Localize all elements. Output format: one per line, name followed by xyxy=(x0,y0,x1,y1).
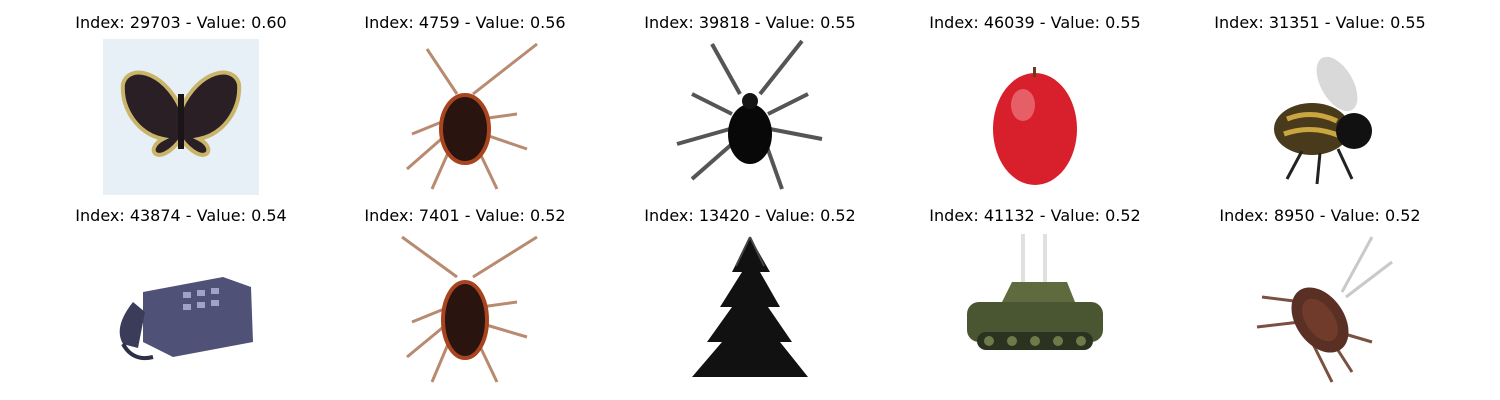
panel-title: Index: 4759 - Value: 0.56 xyxy=(364,13,566,32)
cockroach-image xyxy=(387,39,543,195)
panel-title: Index: 39818 - Value: 0.55 xyxy=(644,13,856,32)
tree-image xyxy=(672,232,828,388)
cockroach-image xyxy=(1242,232,1398,388)
apple-image xyxy=(957,39,1113,195)
butterfly-image xyxy=(103,39,259,195)
beetle-image xyxy=(672,39,828,195)
panel-title: Index: 46039 - Value: 0.55 xyxy=(929,13,1141,32)
panel-title: Index: 13420 - Value: 0.52 xyxy=(644,206,856,225)
telephone-image xyxy=(103,232,259,388)
panel-title: Index: 31351 - Value: 0.55 xyxy=(1214,13,1426,32)
cockroach-image xyxy=(387,232,543,388)
panel-title: Index: 29703 - Value: 0.60 xyxy=(75,13,287,32)
bee-image xyxy=(1242,39,1398,195)
panel-title: Index: 41132 - Value: 0.52 xyxy=(929,206,1141,225)
panel-title: Index: 43874 - Value: 0.54 xyxy=(75,206,287,225)
panel-title: Index: 8950 - Value: 0.52 xyxy=(1219,206,1421,225)
tank-image xyxy=(957,232,1113,388)
panel-title: Index: 7401 - Value: 0.52 xyxy=(364,206,566,225)
